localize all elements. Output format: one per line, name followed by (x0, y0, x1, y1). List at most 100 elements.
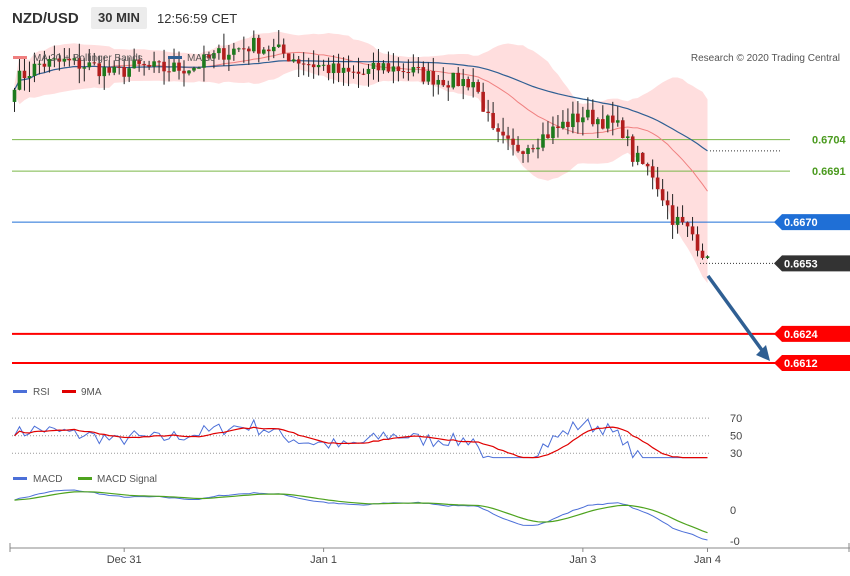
candle-body (37, 63, 42, 65)
candle-body (97, 63, 102, 77)
legend-rsi-label: RSI (33, 387, 50, 398)
candle-body (351, 71, 356, 73)
legend-macd-signal-label: MACD Signal (97, 474, 157, 485)
candle-body (655, 177, 660, 190)
candle-body (286, 53, 291, 62)
candle-body (291, 59, 296, 62)
candle-body (261, 49, 266, 54)
candle-body (331, 63, 336, 74)
macd-signal-line (14, 491, 708, 534)
candle-body (556, 126, 560, 129)
candle-body (596, 119, 600, 125)
legend-ma20-swatch (13, 56, 27, 59)
candle-body (566, 121, 570, 128)
candle-body (316, 64, 321, 68)
ma50-line (13, 59, 708, 152)
candle-body (157, 61, 161, 63)
candle-body (72, 58, 77, 61)
candle-body (17, 70, 22, 90)
candle-body (361, 73, 366, 75)
symbol-title: NZD/USD (12, 10, 79, 27)
candle-body (92, 62, 97, 64)
candle-body (396, 66, 401, 72)
candle-body (152, 61, 156, 67)
time-label: Dec 31 (107, 554, 142, 566)
candle-body (461, 79, 466, 87)
rsi-ma-line (14, 426, 708, 459)
rsi-tick-label: 50 (730, 431, 742, 443)
candle-body (52, 58, 57, 60)
candle-body (591, 109, 595, 125)
candle-body (271, 46, 276, 52)
candle-body (167, 71, 171, 73)
candle-body (202, 54, 206, 68)
candle-body (27, 76, 32, 79)
legend-macd-signal-swatch (78, 477, 92, 480)
candle-body (281, 44, 286, 54)
candle-body (416, 67, 421, 69)
resistance-label: 0.6691 (812, 166, 846, 178)
timeframe-badge[interactable]: 30 MIN (91, 7, 147, 29)
candle-body (356, 71, 361, 74)
candle-body (546, 134, 550, 139)
candle-body (680, 216, 685, 223)
candle-body (117, 66, 121, 68)
candle-body (112, 66, 117, 73)
candle-body (531, 148, 535, 150)
candle-body (605, 115, 610, 129)
candle-body (431, 71, 436, 85)
candle-body (22, 70, 27, 79)
legend-ma50-label: MA 50 (187, 53, 216, 64)
candle-body (586, 109, 590, 118)
copyright-text: Research © 2020 Trading Central (691, 53, 840, 64)
candle-body (177, 62, 181, 71)
candle-body (122, 66, 126, 77)
candle-body (212, 53, 216, 59)
candle-body (630, 136, 635, 162)
candle-body (371, 62, 376, 69)
rsi-tick-label: 30 (730, 448, 742, 460)
candle-body (536, 147, 540, 150)
candle-body (137, 59, 141, 64)
candle-body (192, 67, 196, 71)
candle-body (127, 68, 131, 77)
legend-rsi-ma-label: 9MA (81, 387, 102, 398)
candle-body (172, 62, 176, 72)
support-label-box (774, 325, 850, 342)
candle-body (491, 112, 495, 129)
candle-body (695, 234, 700, 251)
candle-body (346, 67, 351, 72)
legend-macd-label: MACD (33, 474, 62, 485)
candle-body (660, 189, 665, 201)
candle-body (581, 117, 585, 123)
candle-body (476, 82, 480, 92)
candle-body (77, 58, 82, 69)
candle-body (705, 256, 710, 258)
legend-macd-swatch (13, 477, 27, 480)
candle-body (217, 48, 221, 54)
candle-body (82, 67, 87, 69)
candle-body (296, 59, 301, 64)
candle-body (601, 119, 605, 129)
rsi-tick-label: 70 (730, 413, 742, 425)
resistance-label: 0.6704 (812, 135, 847, 147)
macd-line (14, 489, 708, 541)
candle-body (386, 63, 391, 72)
candle-body (571, 113, 575, 128)
candle-body (665, 200, 670, 206)
candle-body (406, 72, 411, 74)
candle-body (207, 54, 211, 59)
candle-body (276, 44, 281, 47)
candle-body (466, 79, 470, 88)
candle-body (42, 63, 47, 67)
candle-body (615, 120, 620, 123)
candle-body (32, 63, 37, 77)
chart-header: NZD/USD 30 MIN 12:56:59 CET (0, 0, 850, 36)
candle-body (496, 128, 500, 132)
last-price-label: 0.6653 (784, 258, 818, 270)
candle-body (107, 67, 112, 73)
candle-body (700, 250, 705, 258)
candle-body (526, 148, 530, 154)
candle-body (635, 152, 640, 162)
